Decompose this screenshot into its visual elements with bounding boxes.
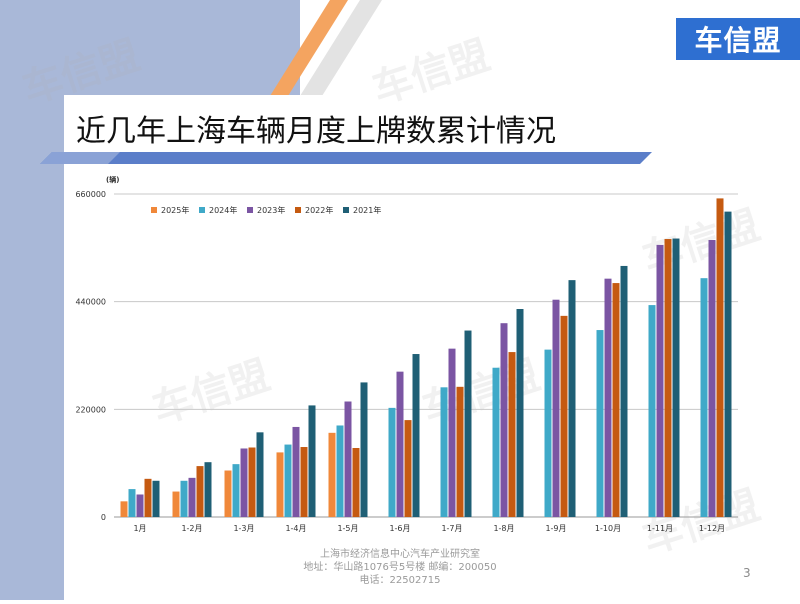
legend-swatch xyxy=(343,207,349,213)
bar xyxy=(344,401,352,517)
bar xyxy=(196,466,204,517)
bar xyxy=(300,447,308,517)
bar xyxy=(724,211,732,518)
bar xyxy=(448,348,456,517)
legend-label: 2025年 xyxy=(161,205,189,215)
legend-swatch xyxy=(295,207,301,213)
bar xyxy=(664,239,672,518)
bar xyxy=(596,330,604,517)
bar xyxy=(648,305,656,517)
header-background xyxy=(0,0,800,95)
y-unit-label: (辆) xyxy=(106,175,119,184)
bar xyxy=(440,387,448,517)
brand-logo-text: 车信盟 xyxy=(694,24,782,57)
bar xyxy=(552,299,560,517)
bar xyxy=(568,280,576,517)
x-tick-label: 1-10月 xyxy=(595,524,621,533)
x-tick-label: 1-3月 xyxy=(233,524,254,533)
bar xyxy=(352,447,360,517)
bar xyxy=(544,349,552,517)
bar xyxy=(672,238,680,517)
bar xyxy=(284,444,292,517)
bar xyxy=(492,367,500,517)
bar xyxy=(336,425,344,517)
bar xyxy=(412,354,420,517)
x-tick-label: 1-12月 xyxy=(699,524,725,533)
bar xyxy=(136,494,144,517)
x-tick-label: 1-2月 xyxy=(181,524,202,533)
bar xyxy=(396,371,404,517)
x-tick-label: 1-9月 xyxy=(545,524,566,533)
bar xyxy=(700,278,708,517)
bar xyxy=(232,464,240,517)
left-sidebar-band xyxy=(0,0,64,600)
bar xyxy=(152,480,160,517)
footer-address: 地址：华山路1076号5号楼 邮编：200050 xyxy=(303,562,497,573)
footer-org: 上海市经济信息中心汽车产业研究室 xyxy=(320,549,480,560)
legend-label: 2024年 xyxy=(209,205,237,215)
x-tick-label: 1-8月 xyxy=(493,524,514,533)
bar xyxy=(708,240,716,517)
bar xyxy=(204,462,212,517)
y-tick-label: 660000 xyxy=(75,190,106,199)
legend-label: 2022年 xyxy=(305,205,333,215)
bar xyxy=(716,198,724,517)
bar xyxy=(224,470,232,517)
bar xyxy=(292,426,300,517)
bar xyxy=(508,352,516,517)
title-underline-bar xyxy=(40,152,652,164)
footer-block: 上海市经济信息中心汽车产业研究室 地址：华山路1076号5号楼 邮编：20005… xyxy=(220,548,580,587)
bar xyxy=(388,407,396,517)
legend-label: 2021年 xyxy=(353,205,381,215)
page-number: 3 xyxy=(743,566,751,580)
bar xyxy=(120,501,128,517)
bar xyxy=(604,278,612,517)
bar xyxy=(276,452,284,517)
bar xyxy=(328,432,336,517)
bar xyxy=(456,386,464,517)
bar xyxy=(128,489,136,517)
bar xyxy=(612,283,620,517)
bar xyxy=(620,265,628,517)
legend-swatch xyxy=(247,207,253,213)
bar xyxy=(240,448,248,517)
bar xyxy=(188,477,196,517)
bar xyxy=(560,315,568,517)
bar xyxy=(256,432,264,517)
y-tick-label: 0 xyxy=(101,513,106,522)
x-tick-label: 1-7月 xyxy=(441,524,462,533)
bar xyxy=(172,491,180,517)
legend-label: 2023年 xyxy=(257,205,285,215)
bar xyxy=(516,309,524,517)
x-tick-label: 1-6月 xyxy=(389,524,410,533)
x-tick-label: 1-5月 xyxy=(337,524,358,533)
brand-logo: 车信盟 xyxy=(676,18,800,60)
legend-swatch xyxy=(151,207,157,213)
x-tick-label: 1-11月 xyxy=(647,524,673,533)
bar xyxy=(308,405,316,517)
y-tick-label: 220000 xyxy=(75,405,106,414)
bar xyxy=(500,323,508,517)
bar xyxy=(180,480,188,517)
bar xyxy=(404,420,412,517)
slide-title: 近几年上海车辆月度上牌数累计情况 xyxy=(76,114,556,149)
bar xyxy=(656,244,664,517)
bar xyxy=(144,478,152,517)
bar xyxy=(464,330,472,517)
x-tick-label: 1月 xyxy=(133,524,146,533)
y-tick-label: 440000 xyxy=(75,298,106,307)
footer-phone: 电话：22502715 xyxy=(359,575,441,586)
bar xyxy=(248,447,256,517)
legend-swatch xyxy=(199,207,205,213)
bar xyxy=(360,382,368,517)
x-tick-label: 1-4月 xyxy=(285,524,306,533)
